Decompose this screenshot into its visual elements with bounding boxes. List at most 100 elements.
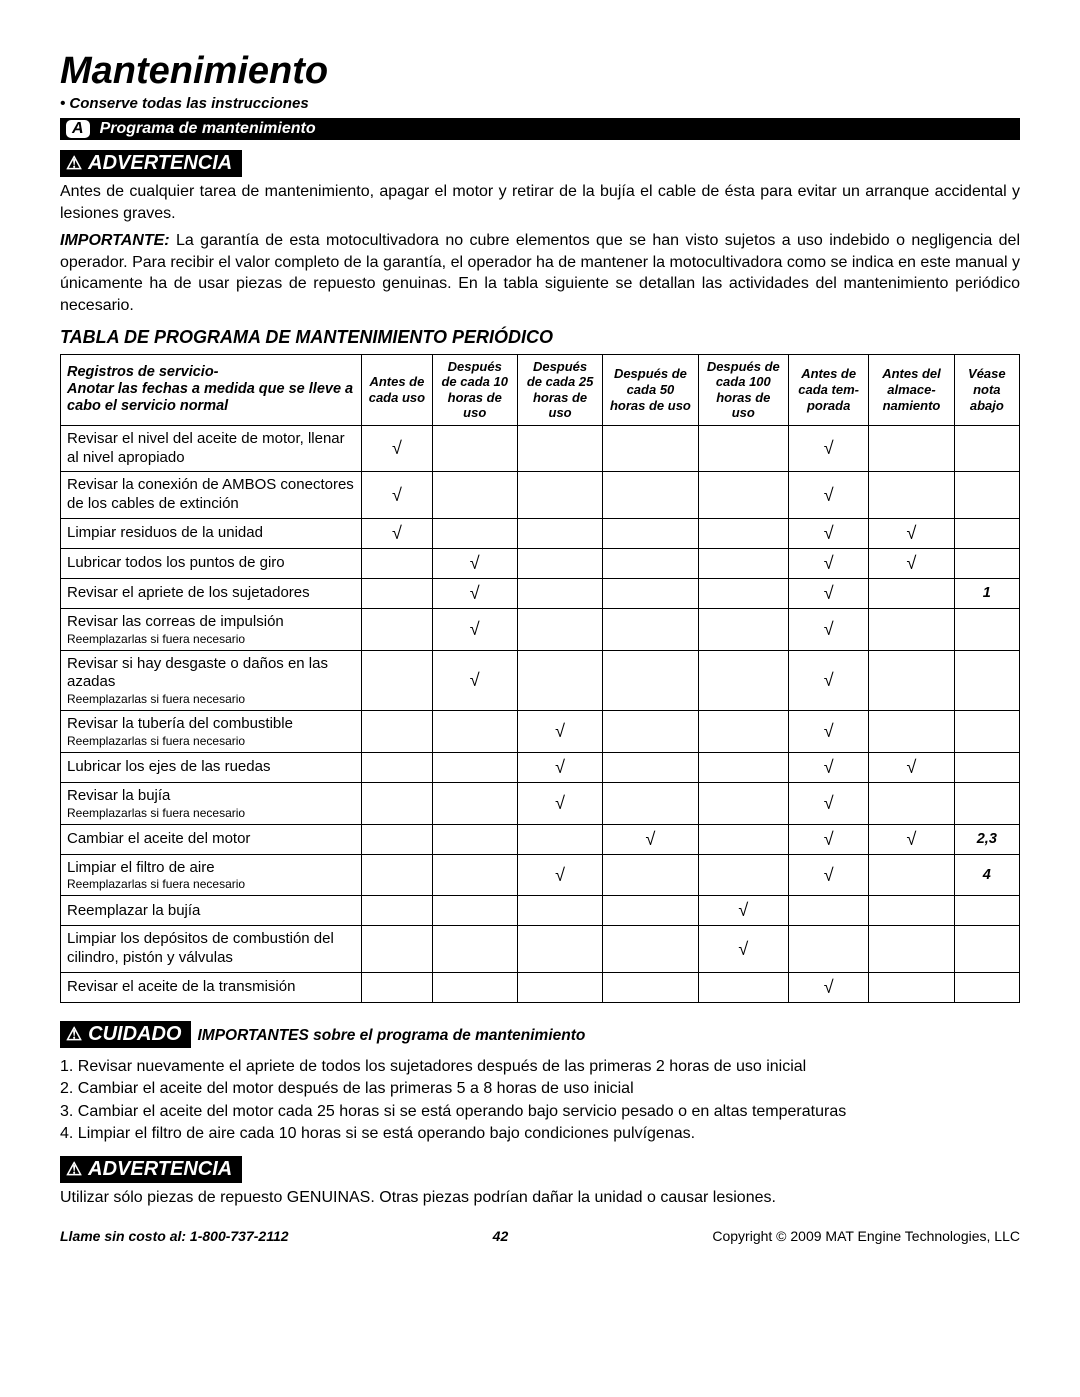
importante-label: IMPORTANTE:: [60, 232, 170, 249]
mark-cell: [954, 608, 1019, 650]
table-row: Revisar el apriete de los sujetadores√√1: [61, 578, 1020, 608]
task-cell: Revisar la bujíaReemplazarlas si fuera n…: [61, 782, 362, 824]
table-row: Reemplazar la bujía√: [61, 896, 1020, 926]
task-cell: Lubricar los ejes de las ruedas: [61, 752, 362, 782]
table-header-cell: Después de cada 100 horas de uso: [698, 354, 788, 425]
table-row: Cambiar el aceite del motor√√√2,3: [61, 824, 1020, 854]
mark-cell: [603, 782, 698, 824]
mark-cell: [698, 650, 788, 711]
mark-cell: [698, 972, 788, 1002]
task-cell: Reemplazar la bujía: [61, 896, 362, 926]
mark-cell: √: [432, 548, 517, 578]
mark-cell: [362, 972, 432, 1002]
task-cell: Limpiar los depósitos de combustión del …: [61, 926, 362, 973]
mark-cell: [432, 425, 517, 472]
mark-cell: [954, 472, 1019, 519]
mark-cell: [698, 608, 788, 650]
mark-cell: √: [788, 824, 868, 854]
table-row: Revisar el nivel del aceite de motor, ll…: [61, 425, 1020, 472]
mark-cell: [869, 854, 954, 896]
mark-cell: [603, 711, 698, 753]
mark-cell: [603, 608, 698, 650]
mark-cell: [698, 548, 788, 578]
warning2-text: Utilizar sólo piezas de repuesto GENUINA…: [60, 1187, 1020, 1209]
table-row: Revisar las correas de impulsiónReemplaz…: [61, 608, 1020, 650]
mark-cell: [362, 650, 432, 711]
mark-cell: √: [698, 926, 788, 973]
mark-cell: [698, 518, 788, 548]
mark-cell: [869, 650, 954, 711]
mark-cell: [517, 518, 602, 548]
mark-cell: [362, 782, 432, 824]
mark-cell: [362, 548, 432, 578]
mark-cell: √: [432, 650, 517, 711]
table-body: Revisar el nivel del aceite de motor, ll…: [61, 425, 1020, 1002]
mark-cell: [603, 472, 698, 519]
table-row: Limpiar el filtro de aireReemplazarlas s…: [61, 854, 1020, 896]
warning-icon: ⚠: [66, 1159, 82, 1180]
mark-cell: √: [362, 425, 432, 472]
mark-cell: [432, 472, 517, 519]
mark-cell: [698, 824, 788, 854]
mark-cell: √: [432, 578, 517, 608]
mark-cell: [517, 896, 602, 926]
mark-cell: √: [517, 752, 602, 782]
mark-cell: [603, 518, 698, 548]
maintenance-table: Registros de servicio-Anotar las fechas …: [60, 354, 1020, 1003]
mark-cell: [869, 926, 954, 973]
warning-icon: ⚠: [66, 153, 82, 174]
mark-cell: [432, 518, 517, 548]
table-row: Revisar el aceite de la transmisión√: [61, 972, 1020, 1002]
warning-text-2: IMPORTANTE: La garantía de esta motocult…: [60, 230, 1020, 316]
task-cell: Revisar si hay desgaste o daños en las a…: [61, 650, 362, 711]
mark-cell: [362, 608, 432, 650]
table-header-cell: Antes de cada tem­porada: [788, 354, 868, 425]
mark-cell: √: [788, 425, 868, 472]
cuidado-row: ⚠ CUIDADO IMPORTANTES sobre el programa …: [60, 1021, 1020, 1052]
warning2-label: ADVERTENCIA: [88, 1158, 232, 1181]
mark-cell: [954, 425, 1019, 472]
mark-cell: √: [788, 650, 868, 711]
mark-cell: [603, 972, 698, 1002]
mark-cell: √: [362, 518, 432, 548]
task-cell: Revisar el nivel del aceite de motor, ll…: [61, 425, 362, 472]
table-row: Limpiar residuos de la unidad√√√: [61, 518, 1020, 548]
cuidado-note: 2. Cambiar el aceite del motor después d…: [60, 1078, 1020, 1100]
cuidado-subtitle: IMPORTANTES sobre el programa de manteni…: [197, 1027, 585, 1045]
page-subtitle: • Conserve todas las instrucciones: [60, 95, 1020, 112]
cuidado-badge: ⚠ CUIDADO: [60, 1021, 191, 1048]
footer-phone: Llame sin costo al: 1-800-737-2112: [60, 1228, 289, 1244]
mark-cell: [698, 578, 788, 608]
mark-cell: [869, 578, 954, 608]
mark-cell: [362, 752, 432, 782]
mark-cell: [603, 752, 698, 782]
mark-cell: [954, 782, 1019, 824]
mark-cell: [517, 608, 602, 650]
mark-cell: √: [362, 472, 432, 519]
page-title: Mantenimiento: [60, 50, 1020, 93]
table-row: Limpiar los depósitos de combustión del …: [61, 926, 1020, 973]
mark-cell: [432, 972, 517, 1002]
mark-cell: [954, 518, 1019, 548]
mark-cell: [869, 782, 954, 824]
mark-cell: [788, 926, 868, 973]
mark-cell: √: [869, 824, 954, 854]
mark-cell: [432, 854, 517, 896]
mark-cell: [362, 926, 432, 973]
mark-cell: √: [869, 548, 954, 578]
table-header-cell: Después de cada 50 horas de uso: [603, 354, 698, 425]
mark-cell: [954, 711, 1019, 753]
table-title: TABLA DE PROGRAMA DE MANTENIMIENTO PERIÓ…: [60, 327, 1020, 348]
mark-cell: √: [788, 711, 868, 753]
mark-cell: √: [788, 752, 868, 782]
mark-cell: √: [869, 752, 954, 782]
table-row: Revisar la tubería del combustibleReempl…: [61, 711, 1020, 753]
section-label: Programa de mantenimiento: [100, 120, 316, 138]
mark-cell: [517, 472, 602, 519]
mark-cell: √: [603, 824, 698, 854]
mark-cell: [698, 782, 788, 824]
warning-icon: ⚠: [66, 1024, 82, 1045]
mark-cell: [603, 578, 698, 608]
mark-cell: [869, 972, 954, 1002]
task-cell: Revisar el aceite de la transmisión: [61, 972, 362, 1002]
